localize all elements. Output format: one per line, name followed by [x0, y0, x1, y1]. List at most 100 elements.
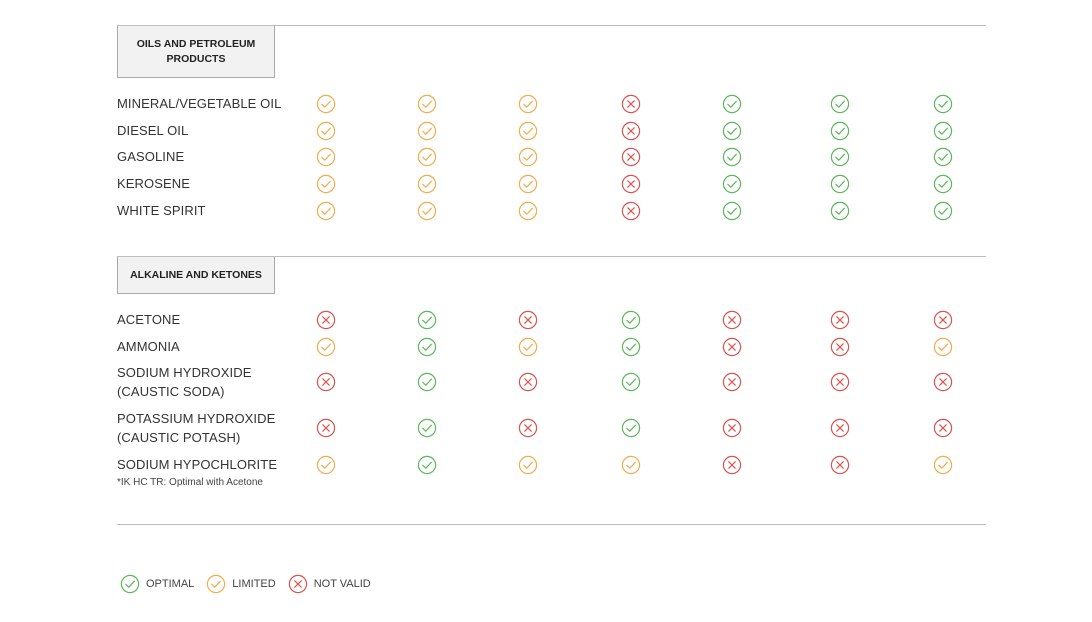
- table-row: MINERAL/VEGETABLE OIL: [0, 94, 1092, 113]
- cross-icon: [288, 574, 314, 594]
- check-icon: [417, 121, 437, 141]
- cross-icon: [621, 201, 641, 221]
- table-row: GASOLINE: [0, 147, 1092, 166]
- check-icon: [417, 174, 437, 194]
- row-label: ACETONE: [117, 312, 181, 327]
- section-title: OILS AND PETROLEUM PRODUCTS: [136, 37, 256, 65]
- cross-icon: [722, 310, 742, 330]
- section-title: ALKALINE AND KETONES: [130, 268, 262, 281]
- row-label: MINERAL/VEGETABLE OIL: [117, 96, 282, 111]
- cross-icon: [518, 372, 538, 392]
- check-icon: [933, 201, 953, 221]
- table-row: SODIUM HYDROXIDE (CAUSTIC SODA): [0, 363, 1092, 401]
- row-label: WHITE SPIRIT: [117, 203, 206, 218]
- cross-icon: [621, 174, 641, 194]
- check-icon: [722, 201, 742, 221]
- cross-icon: [830, 310, 850, 330]
- check-icon: [933, 94, 953, 114]
- section-divider: [117, 25, 986, 26]
- table-row: SODIUM HYPOCHLORITE: [0, 455, 1092, 474]
- check-icon: [722, 174, 742, 194]
- row-label: DIESEL OIL: [117, 123, 189, 138]
- legend-item-optimal: OPTIMAL: [120, 574, 194, 594]
- check-icon: [518, 337, 538, 357]
- section-header-oils: OILS AND PETROLEUM PRODUCTS: [117, 26, 275, 78]
- check-icon: [933, 147, 953, 167]
- check-icon: [933, 337, 953, 357]
- check-icon: [830, 174, 850, 194]
- check-icon: [120, 574, 146, 594]
- check-icon: [316, 201, 336, 221]
- legend-label: LIMITED: [232, 578, 276, 590]
- cross-icon: [621, 94, 641, 114]
- table-row: POTASSIUM HYDROXIDE (CAUSTIC POTASH): [0, 409, 1092, 447]
- check-icon: [518, 455, 538, 475]
- row-label: SODIUM HYPOCHLORITE: [117, 457, 278, 472]
- check-icon: [316, 174, 336, 194]
- cross-icon: [830, 337, 850, 357]
- check-icon: [722, 147, 742, 167]
- section-divider: [117, 256, 986, 257]
- cross-icon: [316, 310, 336, 330]
- check-icon: [316, 94, 336, 114]
- row-label: AMMONIA: [117, 339, 180, 354]
- check-icon: [417, 372, 437, 392]
- cross-icon: [722, 372, 742, 392]
- check-icon: [417, 337, 437, 357]
- check-icon: [621, 418, 641, 438]
- cross-icon: [518, 418, 538, 438]
- check-icon: [316, 147, 336, 167]
- check-icon: [417, 310, 437, 330]
- cross-icon: [933, 372, 953, 392]
- legend: OPTIMAL LIMITED NOT VALID: [120, 573, 383, 595]
- cross-icon: [722, 418, 742, 438]
- cross-icon: [722, 455, 742, 475]
- row-label: KEROSENE: [117, 176, 191, 191]
- check-icon: [830, 94, 850, 114]
- check-icon: [933, 121, 953, 141]
- footnote: *IK HC TR: Optimal with Acetone: [117, 477, 263, 488]
- check-icon: [621, 337, 641, 357]
- check-icon: [417, 201, 437, 221]
- check-icon: [316, 455, 336, 475]
- check-icon: [518, 147, 538, 167]
- table-row: DIESEL OIL: [0, 121, 1092, 140]
- check-icon: [518, 121, 538, 141]
- check-icon: [417, 94, 437, 114]
- cross-icon: [722, 337, 742, 357]
- check-icon: [417, 455, 437, 475]
- cross-icon: [933, 418, 953, 438]
- check-icon: [722, 94, 742, 114]
- cross-icon: [830, 372, 850, 392]
- check-icon: [830, 147, 850, 167]
- table-row: ACETONE: [0, 310, 1092, 329]
- check-icon: [933, 174, 953, 194]
- table-row: WHITE SPIRIT: [0, 201, 1092, 220]
- cross-icon: [933, 310, 953, 330]
- cross-icon: [316, 418, 336, 438]
- section-header-alkaline: ALKALINE AND KETONES: [117, 257, 275, 294]
- cross-icon: [621, 121, 641, 141]
- row-label: POTASSIUM HYDROXIDE (CAUSTIC POTASH): [117, 411, 276, 445]
- check-icon: [518, 174, 538, 194]
- cross-icon: [316, 372, 336, 392]
- cross-icon: [830, 418, 850, 438]
- table-row: AMMONIA: [0, 337, 1092, 356]
- table-row: KEROSENE: [0, 174, 1092, 193]
- check-icon: [316, 121, 336, 141]
- legend-item-limited: LIMITED: [206, 574, 276, 594]
- check-icon: [621, 310, 641, 330]
- check-icon: [621, 455, 641, 475]
- check-icon: [417, 147, 437, 167]
- check-icon: [830, 201, 850, 221]
- check-icon: [933, 455, 953, 475]
- cross-icon: [830, 455, 850, 475]
- check-icon: [316, 337, 336, 357]
- check-icon: [621, 372, 641, 392]
- check-icon: [830, 121, 850, 141]
- legend-item-not-valid: NOT VALID: [288, 574, 371, 594]
- check-icon: [417, 418, 437, 438]
- check-icon: [518, 201, 538, 221]
- legend-label: OPTIMAL: [146, 578, 195, 590]
- cross-icon: [621, 147, 641, 167]
